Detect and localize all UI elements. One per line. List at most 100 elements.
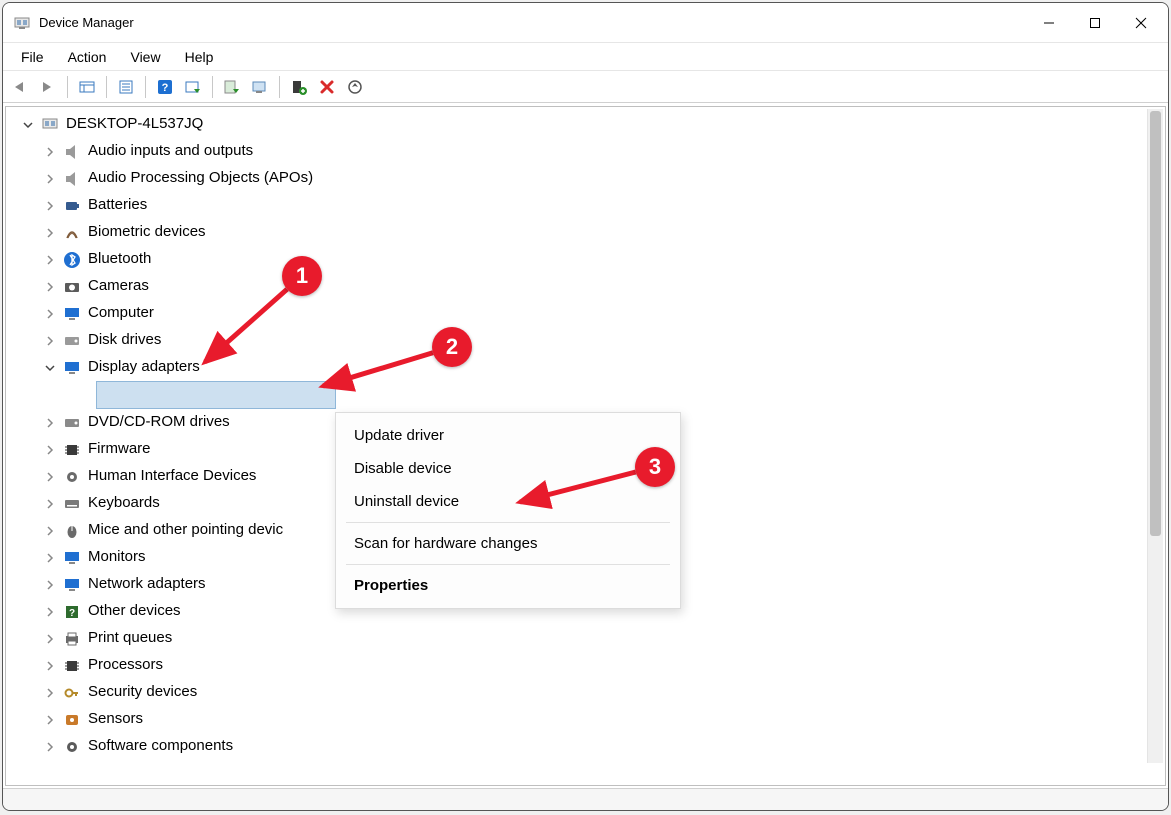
tree-category[interactable]: Print queues xyxy=(6,625,1165,652)
toolbar-back-button[interactable] xyxy=(7,74,33,100)
tree-category[interactable]: Software components xyxy=(6,733,1165,760)
expand-icon[interactable] xyxy=(42,144,58,160)
expand-icon[interactable] xyxy=(42,685,58,701)
gear-icon xyxy=(62,737,82,757)
toolbar-enable-button[interactable] xyxy=(247,74,273,100)
toolbar-separator xyxy=(106,76,107,98)
tree-category[interactable]: Batteries xyxy=(6,192,1165,219)
menu-help[interactable]: Help xyxy=(173,47,226,67)
expand-icon[interactable] xyxy=(42,225,58,241)
tree-category[interactable]: Audio Processing Objects (APOs) xyxy=(6,165,1165,192)
category-label: DVD/CD-ROM drives xyxy=(88,409,230,435)
expand-icon[interactable] xyxy=(42,496,58,512)
toolbar-update-driver-button[interactable] xyxy=(219,74,245,100)
tree-root[interactable]: DESKTOP-4L537JQ xyxy=(6,111,1165,138)
expand-icon[interactable] xyxy=(42,577,58,593)
toolbar-help-button[interactable]: ? xyxy=(152,74,178,100)
expand-icon[interactable] xyxy=(42,442,58,458)
toolbar-show-hidden-button[interactable] xyxy=(74,74,100,100)
speaker-icon xyxy=(62,142,82,162)
expand-icon[interactable] xyxy=(42,631,58,647)
annotation-callout: 1 xyxy=(282,256,322,296)
titlebar: Device Manager xyxy=(3,3,1168,43)
toolbar-scan-button[interactable] xyxy=(342,74,368,100)
tree-category[interactable]: Display adapters xyxy=(6,354,1165,381)
category-label: Batteries xyxy=(88,192,147,218)
expand-icon[interactable] xyxy=(42,279,58,295)
category-label: Security devices xyxy=(88,679,197,705)
disk-icon xyxy=(62,331,82,351)
printer-icon xyxy=(62,629,82,649)
chip-icon xyxy=(62,656,82,676)
expand-icon[interactable] xyxy=(42,712,58,728)
context-menu-item[interactable]: Disable device xyxy=(336,452,680,485)
category-label: Monitors xyxy=(88,544,146,570)
collapse-icon[interactable] xyxy=(42,360,58,376)
scrollbar-thumb[interactable] xyxy=(1150,111,1161,536)
tree-category[interactable]: Security devices xyxy=(6,679,1165,706)
svg-text:?: ? xyxy=(69,608,75,619)
category-label: Human Interface Devices xyxy=(88,463,256,489)
svg-text:?: ? xyxy=(162,82,169,94)
expand-icon[interactable] xyxy=(42,658,58,674)
category-label: Disk drives xyxy=(88,327,161,353)
fingerprint-icon xyxy=(62,223,82,243)
toolbar-scan-options-button[interactable] xyxy=(180,74,206,100)
bluetooth-icon xyxy=(62,250,82,270)
category-label: Sensors xyxy=(88,706,143,732)
toolbar-forward-button[interactable] xyxy=(35,74,61,100)
question-icon: ? xyxy=(62,602,82,622)
tree-category[interactable]: Disk drives xyxy=(6,327,1165,354)
window-controls xyxy=(1026,3,1164,43)
expand-icon[interactable] xyxy=(42,333,58,349)
tree-category[interactable]: Computer xyxy=(6,300,1165,327)
collapse-icon[interactable] xyxy=(20,117,36,133)
maximize-button[interactable] xyxy=(1072,3,1118,43)
expand-icon[interactable] xyxy=(42,469,58,485)
expand-icon[interactable] xyxy=(42,252,58,268)
category-label: Processors xyxy=(88,652,163,678)
tree-category[interactable]: Biometric devices xyxy=(6,219,1165,246)
category-label: Cameras xyxy=(88,273,149,299)
tree-category[interactable]: Audio inputs and outputs xyxy=(6,138,1165,165)
expand-icon[interactable] xyxy=(42,198,58,214)
menu-action[interactable]: Action xyxy=(56,47,119,67)
tree-category[interactable]: Sensors xyxy=(6,706,1165,733)
tree-category[interactable]: Cameras xyxy=(6,273,1165,300)
expand-icon[interactable] xyxy=(42,171,58,187)
tree-category[interactable]: Bluetooth xyxy=(6,246,1165,273)
context-menu-item[interactable]: Update driver xyxy=(336,419,680,452)
toolbar-properties-sheet-button[interactable] xyxy=(113,74,139,100)
expand-icon[interactable] xyxy=(42,523,58,539)
menu-file[interactable]: File xyxy=(9,47,56,67)
expand-icon[interactable] xyxy=(42,739,58,755)
tree-category[interactable]: Processors xyxy=(6,652,1165,679)
category-label: Audio Processing Objects (APOs) xyxy=(88,165,313,191)
keyboard-icon xyxy=(62,494,82,514)
chip-icon xyxy=(62,440,82,460)
device-manager-window: Device Manager File Action View Help ? D… xyxy=(2,2,1169,811)
expand-icon[interactable] xyxy=(42,306,58,322)
context-menu-item[interactable]: Uninstall device xyxy=(336,485,680,518)
close-button[interactable] xyxy=(1118,3,1164,43)
monitor-icon xyxy=(62,358,82,378)
category-label: Network adapters xyxy=(88,571,206,597)
minimize-button[interactable] xyxy=(1026,3,1072,43)
expand-icon[interactable] xyxy=(42,550,58,566)
category-label: Bluetooth xyxy=(88,246,151,272)
selected-device-item[interactable] xyxy=(96,381,336,409)
toolbar-separator xyxy=(212,76,213,98)
context-menu-item[interactable]: Properties xyxy=(336,569,680,602)
expand-icon[interactable] xyxy=(42,415,58,431)
menu-view[interactable]: View xyxy=(118,47,172,67)
expand-icon[interactable] xyxy=(42,604,58,620)
speaker-icon xyxy=(62,169,82,189)
sensor-icon xyxy=(62,710,82,730)
context-menu-item[interactable]: Scan for hardware changes xyxy=(336,527,680,560)
app-icon xyxy=(13,14,31,32)
category-label: Biometric devices xyxy=(88,219,206,245)
toolbar-add-legacy-button[interactable] xyxy=(286,74,312,100)
vertical-scrollbar[interactable] xyxy=(1147,109,1163,763)
camera-icon xyxy=(62,277,82,297)
toolbar-uninstall-button[interactable] xyxy=(314,74,340,100)
